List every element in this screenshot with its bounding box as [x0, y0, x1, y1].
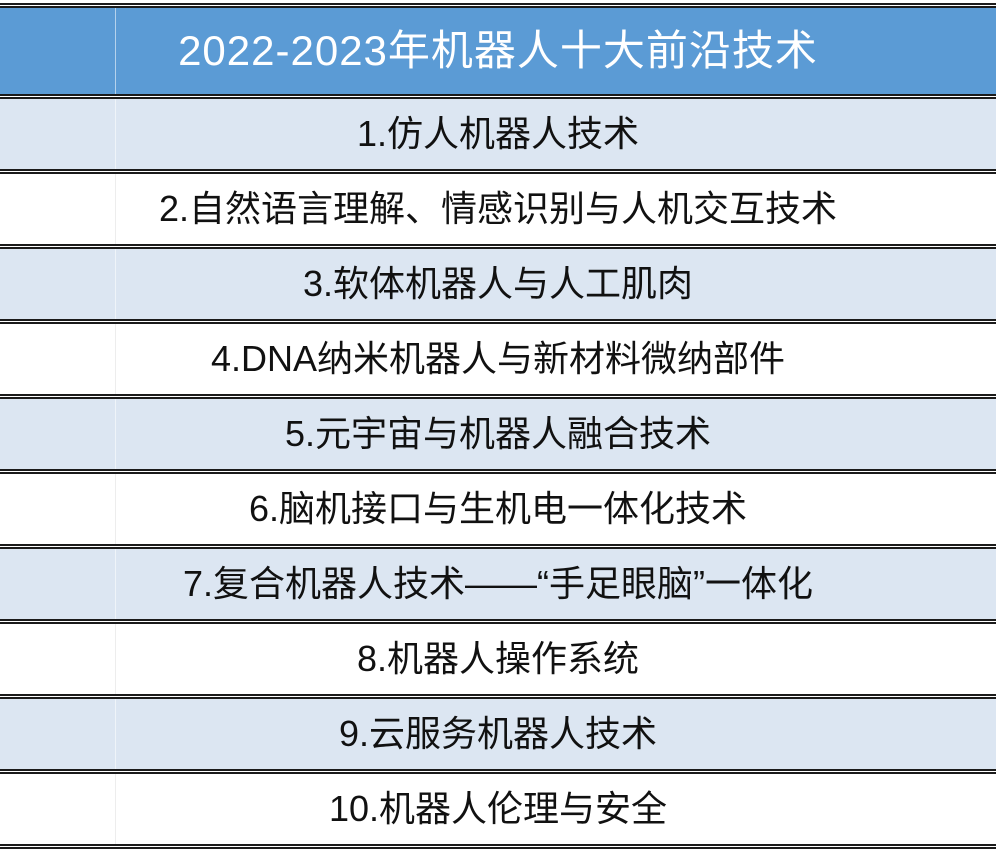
table-row: 3.软体机器人与人工肌肉 [0, 247, 996, 321]
table-row-label: 7.复合机器人技术——“手足眼脑”一体化 [182, 563, 813, 605]
table-row-label: 6.脑机接口与生机电一体化技术 [248, 488, 748, 530]
table-row-label: 3.软体机器人与人工肌肉 [302, 263, 694, 305]
table-row: 2.自然语言理解、情感识别与人机交互技术 [0, 172, 996, 246]
table-row-label: 5.元宇宙与机器人融合技术 [284, 413, 712, 455]
top10-technologies-table: 2022-2023年机器人十大前沿技术 1.仿人机器人技术 2.自然语言理解、情… [0, 3, 996, 849]
table-row-label: 4.DNA纳米机器人与新材料微纳部件 [210, 338, 786, 380]
table-title: 2022-2023年机器人十大前沿技术 [178, 26, 818, 74]
table-row-label: 2.自然语言理解、情感识别与人机交互技术 [158, 188, 838, 230]
table-row-label: 1.仿人机器人技术 [356, 113, 640, 155]
table-row: 7.复合机器人技术——“手足眼脑”一体化 [0, 547, 996, 621]
table-row: 6.脑机接口与生机电一体化技术 [0, 472, 996, 546]
table-row: 10.机器人伦理与安全 [0, 772, 996, 846]
table-row-label: 8.机器人操作系统 [356, 638, 640, 680]
table-row: 1.仿人机器人技术 [0, 97, 996, 171]
table-row: 4.DNA纳米机器人与新材料微纳部件 [0, 322, 996, 396]
table-row: 9.云服务机器人技术 [0, 697, 996, 771]
table-header: 2022-2023年机器人十大前沿技术 [0, 6, 996, 96]
table-row: 5.元宇宙与机器人融合技术 [0, 397, 996, 471]
table-row-label: 9.云服务机器人技术 [338, 713, 658, 755]
table-row-label: 10.机器人伦理与安全 [328, 788, 668, 830]
table-row: 8.机器人操作系统 [0, 622, 996, 696]
